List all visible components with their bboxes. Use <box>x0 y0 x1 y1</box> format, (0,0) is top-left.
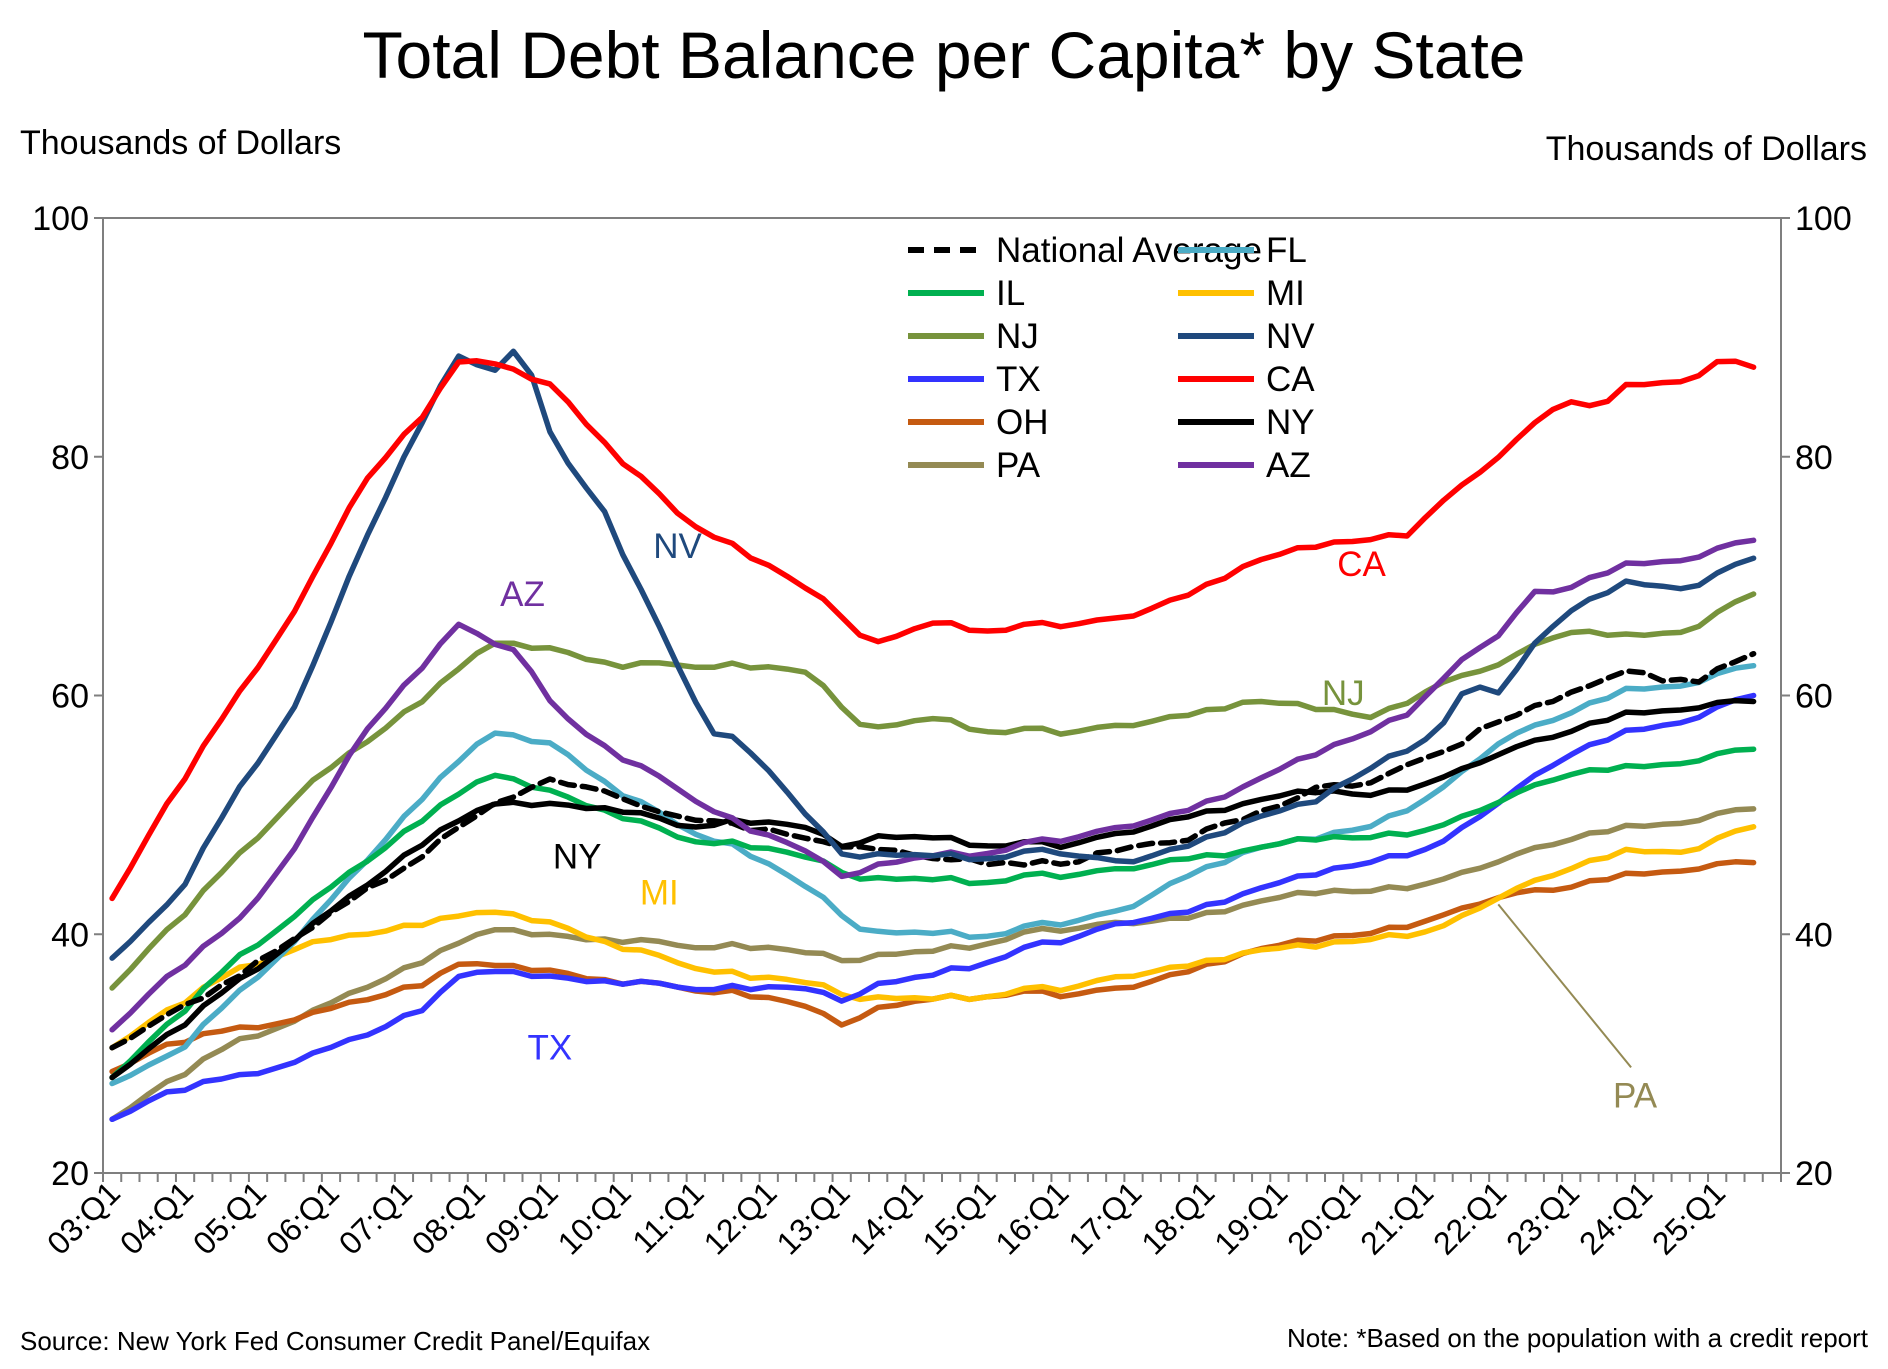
legend-entry-fl: FL <box>1266 231 1307 270</box>
legend-entry-nj: NJ <box>996 317 1039 356</box>
annotation-label-nj: NJ <box>1322 674 1365 713</box>
x-tick-label: 05:Q1 <box>186 1174 273 1261</box>
legend-entry-oh: OH <box>996 403 1049 442</box>
x-tick-label: 25:Q1 <box>1645 1174 1732 1261</box>
x-tick-label: 13:Q1 <box>770 1174 857 1261</box>
x-tick-label: 15:Q1 <box>915 1174 1002 1261</box>
x-tick-label: 16:Q1 <box>988 1174 1075 1261</box>
x-tick-label: 23:Q1 <box>1499 1174 1586 1261</box>
legend-entry-pa: PA <box>996 446 1041 485</box>
annotation-label-ny: NY <box>553 838 602 877</box>
x-tick-label: 18:Q1 <box>1134 1174 1221 1261</box>
left-y-tick-label: 80 <box>51 439 89 477</box>
x-tick-label: 10:Q1 <box>551 1174 638 1261</box>
footnote: Note: *Based on the population with a cr… <box>1287 1323 1869 1353</box>
right-y-axis: 20 40 60 80 100 <box>1781 200 1852 1193</box>
series-line-pa <box>109 806 1757 1123</box>
annotation-label-mi: MI <box>640 873 679 912</box>
source-note: Source: New York Fed Consumer Credit Pan… <box>20 1326 650 1356</box>
x-tick-label: 19:Q1 <box>1207 1174 1294 1261</box>
chart-title: Total Debt Balance per Capita* by State <box>362 18 1525 92</box>
series-annotations: NV AZ NY MI TX CA NJ PA <box>500 527 1658 1115</box>
x-tick-label: 24:Q1 <box>1572 1174 1659 1261</box>
annotation-label-ca: CA <box>1337 545 1386 584</box>
x-tick-label: 11:Q1 <box>625 1174 710 1259</box>
legend-entry-ny: NY <box>1266 403 1315 442</box>
series-line-nj <box>109 591 1757 991</box>
series-line-nv <box>109 348 1757 961</box>
x-axis: 03:Q104:Q105:Q106:Q107:Q108:Q109:Q110:Q1… <box>40 1173 1782 1262</box>
x-tick-label: 21:Q1 <box>1353 1174 1440 1261</box>
annotation-label-az: AZ <box>500 575 545 614</box>
left-y-tick-label: 40 <box>51 916 89 954</box>
annotation-leader-line <box>1497 903 1632 1068</box>
right-y-tick-label: 60 <box>1795 678 1833 716</box>
x-tick-label: 07:Q1 <box>332 1174 419 1261</box>
left-axis-unit-label: Thousands of Dollars <box>20 124 341 162</box>
left-y-tick-label: 60 <box>51 678 89 716</box>
series-line-az <box>109 537 1757 1033</box>
x-tick-label: 04:Q1 <box>113 1174 200 1261</box>
x-tick-label: 08:Q1 <box>405 1174 492 1261</box>
left-y-tick-label: 100 <box>32 200 89 238</box>
plot-border <box>102 217 1782 1174</box>
right-y-tick-label: 80 <box>1795 439 1833 477</box>
series-line-fl <box>109 662 1757 1087</box>
legend-entry-az: AZ <box>1266 446 1311 485</box>
legend-entry-ca: CA <box>1266 360 1315 399</box>
left-y-tick-label: 20 <box>51 1155 89 1193</box>
x-tick-label: 09:Q1 <box>478 1174 565 1261</box>
x-tick-label: 12:Q1 <box>697 1174 784 1261</box>
annotation-label-nv: NV <box>653 527 702 566</box>
x-tick-label: 14:Q1 <box>842 1174 929 1261</box>
right-y-tick-label: 40 <box>1795 916 1833 954</box>
annotation-label-tx: TX <box>527 1029 572 1068</box>
left-y-axis: 20 40 60 80 100 <box>32 200 103 1193</box>
series-line-il <box>109 746 1757 1081</box>
right-axis-unit-label: Thousands of Dollars <box>1546 130 1867 168</box>
legend-entry-il: IL <box>996 274 1025 313</box>
series-line-tx <box>109 692 1757 1123</box>
legend-entry-tx: TX <box>996 360 1041 399</box>
x-tick-label: 06:Q1 <box>259 1174 346 1261</box>
legend-entry-mi: MI <box>1266 274 1305 313</box>
series-line-mi <box>109 824 1757 1051</box>
annotation-label-pa: PA <box>1613 1076 1658 1115</box>
series-line-ca <box>109 358 1757 902</box>
plot-area <box>102 217 1782 1174</box>
right-y-tick-label: 100 <box>1795 200 1852 238</box>
series-lines <box>109 348 1757 1123</box>
series-line-ny <box>109 697 1757 1081</box>
right-y-tick-label: 20 <box>1795 1155 1833 1193</box>
x-tick-label: 20:Q1 <box>1280 1174 1367 1261</box>
x-tick-label: 22:Q1 <box>1426 1174 1513 1261</box>
x-tick-label: 17:Q1 <box>1061 1174 1148 1261</box>
legend-entry-nv: NV <box>1266 317 1315 356</box>
